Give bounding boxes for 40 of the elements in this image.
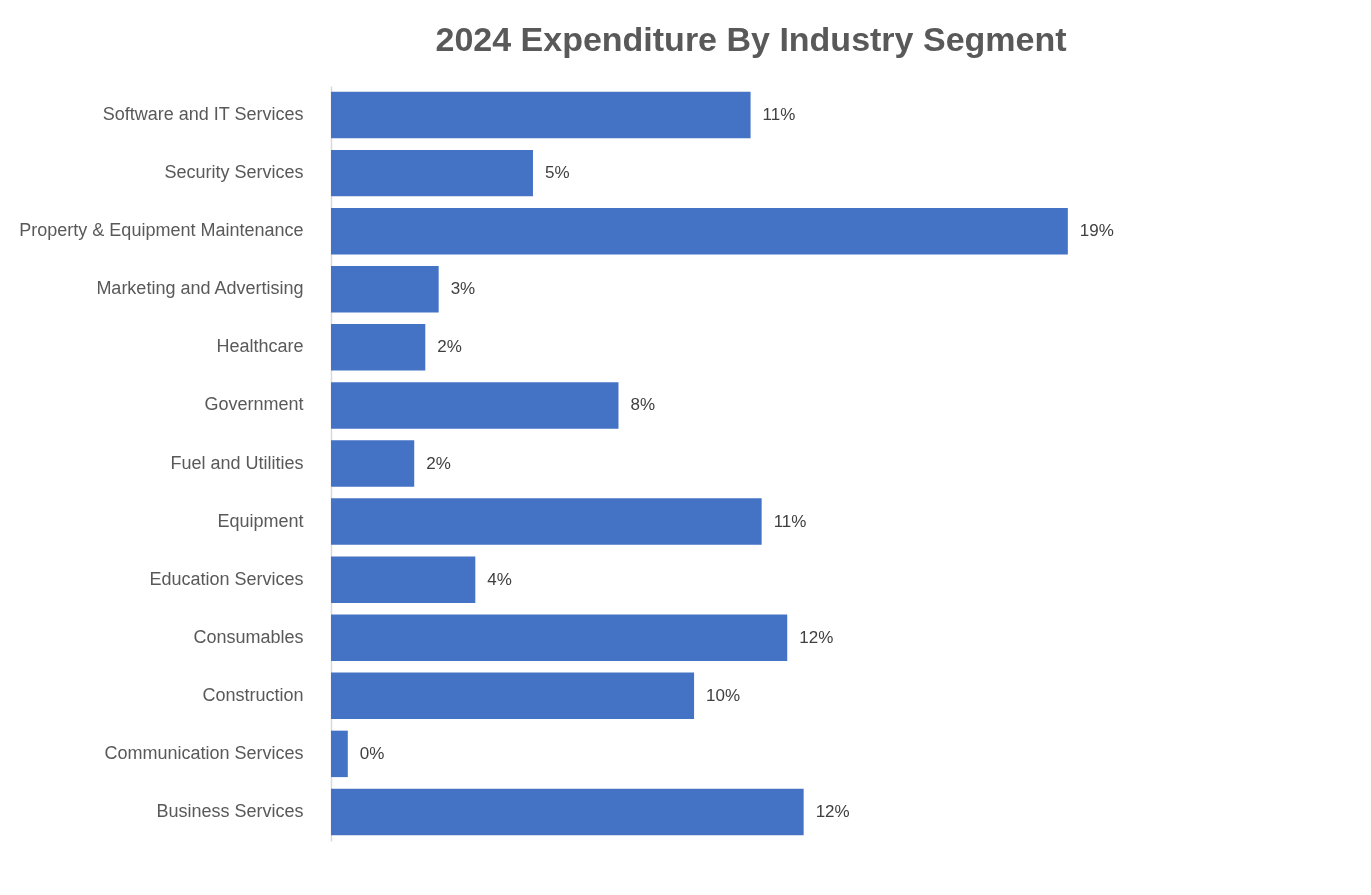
data-label: 4%: [487, 569, 512, 589]
y-tick-label: Education Services: [149, 568, 304, 589]
y-tick-label: Consumables: [193, 626, 304, 647]
data-label: 0%: [359, 743, 385, 763]
y-tick-label: Security Services: [164, 162, 304, 183]
bar: [331, 440, 415, 487]
data-label: 3%: [450, 279, 476, 299]
data-label: 10%: [706, 685, 741, 705]
y-tick-label: Fuel and Utilities: [170, 452, 304, 473]
y-tick-label: Marketing and Advertising: [96, 278, 304, 299]
bar: [331, 91, 751, 139]
data-label: 12%: [815, 801, 850, 821]
bar: [331, 556, 476, 603]
y-tick-label: Business Services: [156, 800, 304, 821]
bar: [331, 207, 1068, 255]
data-label: 2%: [437, 337, 462, 357]
chart-title: 2024 Expenditure By Industry Segment: [435, 20, 1067, 58]
bar: [331, 382, 619, 429]
y-tick-label: Equipment: [217, 510, 304, 531]
data-label: 11%: [773, 511, 807, 531]
y-tick-label: Property & Equipment Maintenance: [19, 220, 304, 241]
y-tick-label: Communication Services: [104, 742, 304, 763]
y-tick-label: Government: [204, 394, 304, 415]
bar: [331, 614, 788, 661]
bar: [331, 149, 533, 197]
data-label: 8%: [630, 395, 656, 415]
data-label: 5%: [544, 163, 570, 183]
data-label: 2%: [426, 453, 451, 473]
bar: [331, 498, 762, 545]
y-tick-label: Construction: [202, 684, 304, 705]
bar: [331, 730, 348, 778]
data-label: 11%: [762, 105, 796, 125]
bar: [331, 672, 695, 720]
y-tick-label: Software and IT Services: [102, 104, 304, 125]
bar: [331, 266, 439, 313]
data-label: 19%: [1079, 221, 1114, 241]
y-tick-label: Healthcare: [216, 336, 304, 357]
data-label: 12%: [799, 627, 834, 647]
bar: [331, 324, 426, 371]
bar: [331, 788, 804, 836]
